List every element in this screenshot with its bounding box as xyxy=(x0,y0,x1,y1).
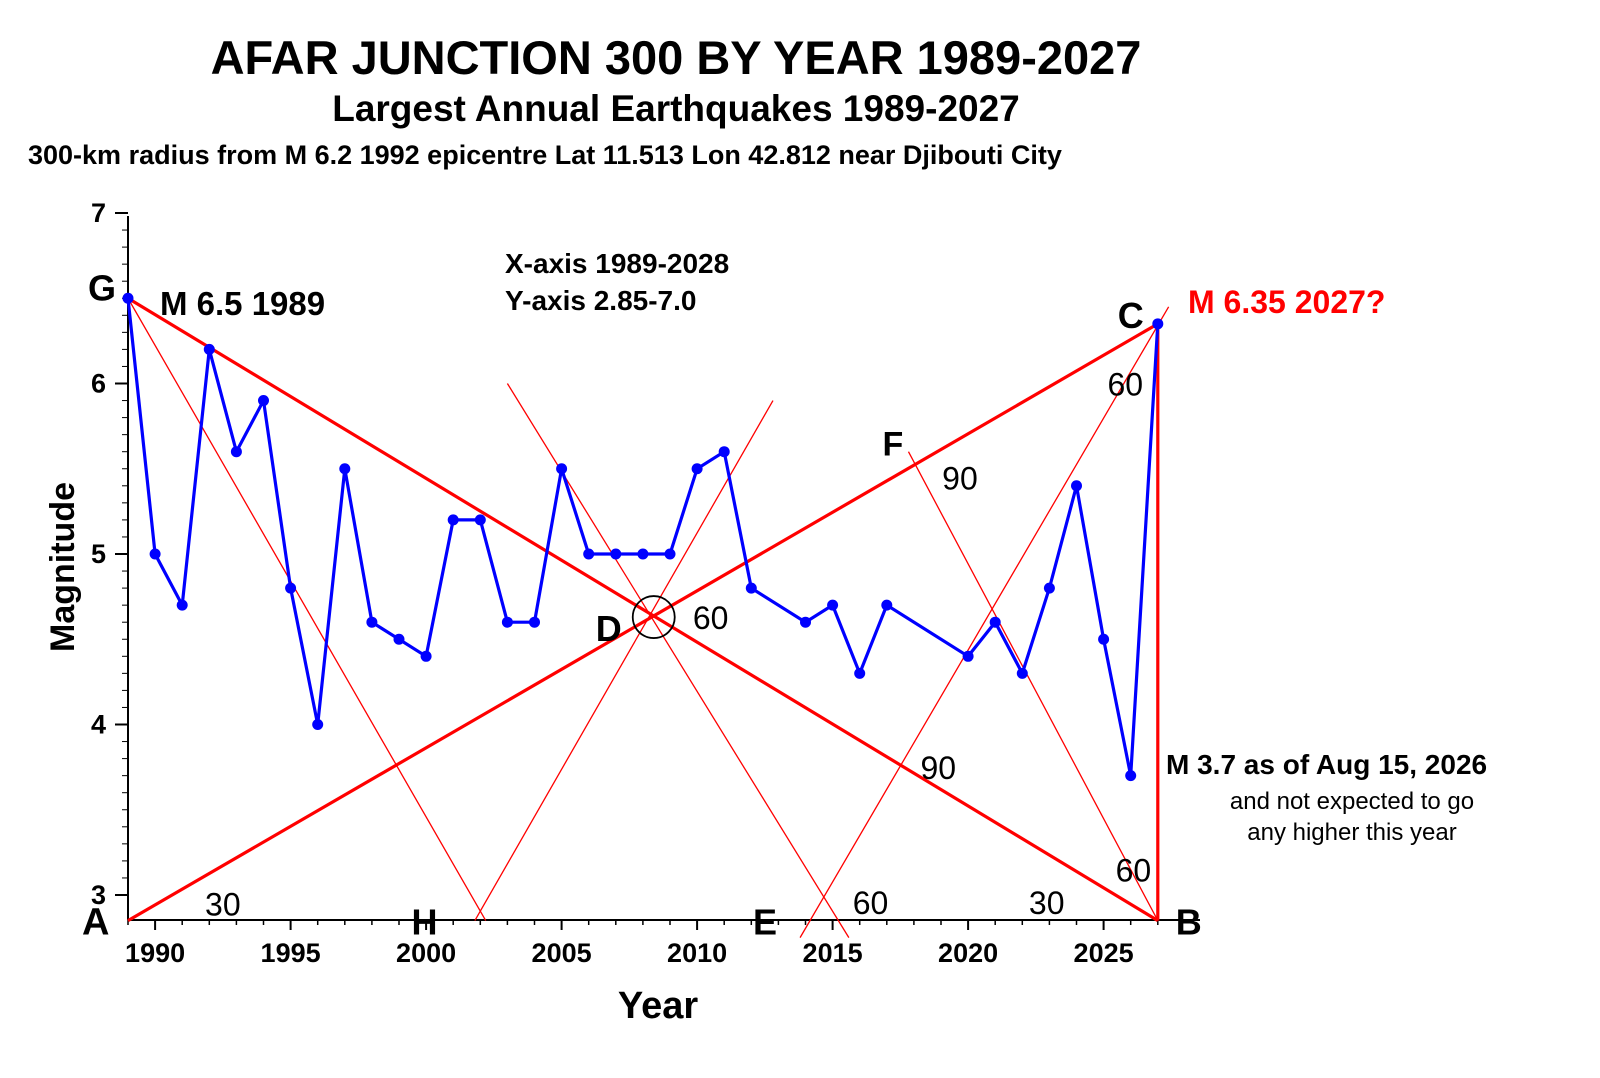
point-label-b: B xyxy=(1176,902,1202,943)
data-point xyxy=(827,599,839,611)
data-point xyxy=(1071,480,1082,492)
angle-label: 60 xyxy=(693,600,729,636)
thin-guide-line xyxy=(127,297,487,921)
x-tick-label: 1990 xyxy=(125,938,185,968)
data-point xyxy=(881,599,893,611)
point-label-c: C xyxy=(1118,295,1144,336)
data-point xyxy=(474,514,486,526)
thick-guide-line xyxy=(127,296,1159,922)
data-point xyxy=(556,463,568,475)
data-point xyxy=(718,446,730,458)
data-point xyxy=(203,343,215,355)
angle-label: 30 xyxy=(205,887,241,923)
y-ticks: 3 4 5 6 7 xyxy=(91,198,128,910)
chart-subtitle-2: 300-km radius from M 6.2 1992 epicentre … xyxy=(28,140,1062,170)
x-tick-label: 1995 xyxy=(261,938,321,968)
data-point xyxy=(1152,318,1164,330)
x-axis-label: Year xyxy=(618,985,699,1027)
thin-guide-line xyxy=(907,451,1159,921)
angle-label: 90 xyxy=(920,750,956,786)
data-point xyxy=(339,463,351,475)
data-point xyxy=(1098,633,1110,645)
axis-note-y: Y-axis 2.85-7.0 xyxy=(505,285,696,316)
point-label-a: A xyxy=(82,902,109,944)
data-point xyxy=(420,650,432,662)
thin-guide-line xyxy=(799,306,1170,938)
y-tick-label: 6 xyxy=(91,369,106,399)
angle-label: 90 xyxy=(942,460,978,496)
intersection-circle xyxy=(631,595,676,639)
m-2026-note-2: any higher this year xyxy=(1247,819,1456,846)
data-point xyxy=(258,395,269,407)
chart-subtitle: Largest Annual Earthquakes 1989-2027 xyxy=(332,88,1020,129)
y-tick-label: 7 xyxy=(91,198,106,228)
x-tick-label: 2010 xyxy=(667,938,727,968)
x-tick-label: 2005 xyxy=(532,938,592,968)
data-point xyxy=(1043,582,1055,594)
y-tick-label: 5 xyxy=(91,539,106,569)
point-label-g: G xyxy=(88,267,116,308)
point-label-h: H xyxy=(412,902,438,943)
y-axis-label: Magnitude xyxy=(44,482,82,652)
data-point xyxy=(989,616,1001,628)
angle-label: 60 xyxy=(1116,852,1152,888)
data-point xyxy=(122,292,134,304)
data-point xyxy=(230,446,242,458)
data-point xyxy=(1125,770,1137,782)
point-label-e: E xyxy=(753,902,777,943)
data-point xyxy=(745,582,757,594)
angle-label: 30 xyxy=(1029,885,1065,921)
data-point xyxy=(610,548,622,560)
x-ticks: 1990 1995 2000 2005 2010 2015 2020 2025 xyxy=(125,920,1159,968)
thick-guide-line xyxy=(127,322,1159,922)
data-series xyxy=(122,292,1164,782)
point-label-d: D xyxy=(596,608,622,649)
data-point xyxy=(149,548,161,560)
data-point xyxy=(285,582,297,594)
m-2026-note-1: and not expected to go xyxy=(1230,788,1474,815)
m-2027-label: M 6.35 2027? xyxy=(1188,284,1385,320)
data-point xyxy=(800,616,811,628)
thin-guide-line xyxy=(474,400,774,921)
m-2026-label: M 3.7 as of Aug 15, 2026 xyxy=(1166,749,1487,780)
data-point xyxy=(312,719,324,730)
data-point xyxy=(393,633,405,645)
thick-guide-lines xyxy=(127,296,1160,922)
data-point xyxy=(529,616,540,628)
x-tick-label: 2000 xyxy=(396,938,456,968)
data-point xyxy=(176,599,188,611)
data-point xyxy=(583,548,595,560)
x-tick-label: 2020 xyxy=(938,938,998,968)
chart-title: AFAR JUNCTION 300 BY YEAR 1989-2027 xyxy=(210,31,1142,84)
data-point xyxy=(1016,667,1028,679)
data-point xyxy=(501,616,513,628)
m-1989-label: M 6.5 1989 xyxy=(160,285,325,322)
x-tick-label: 2015 xyxy=(803,938,863,968)
data-point xyxy=(962,650,974,662)
data-point xyxy=(691,463,703,475)
series-line xyxy=(126,298,1160,776)
data-point xyxy=(447,514,459,526)
axis-note-x: X-axis 1989-2028 xyxy=(505,248,729,279)
data-point xyxy=(854,667,866,679)
data-point xyxy=(366,616,378,628)
data-point xyxy=(637,548,649,560)
annotation-labels: G C A B D F H E 30 60 90 60 90 60 60 30 xyxy=(82,267,1202,943)
data-point xyxy=(664,548,676,560)
angle-label: 60 xyxy=(1107,367,1143,403)
y-tick-label: 4 xyxy=(91,710,106,740)
y-tick-label: 3 xyxy=(91,880,106,910)
angle-label: 60 xyxy=(853,885,889,921)
x-tick-label: 2025 xyxy=(1074,938,1134,968)
point-label-f: F xyxy=(882,426,903,464)
